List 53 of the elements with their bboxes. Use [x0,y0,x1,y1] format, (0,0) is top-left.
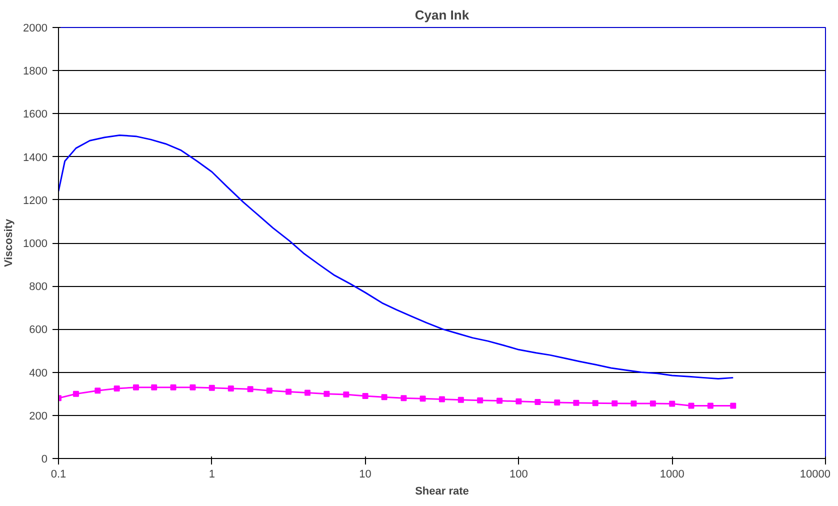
x-tick-label: 0.1 [50,468,66,480]
point [132,384,139,390]
chart-title: Cyan Ink [414,8,470,22]
y-tick-label: 1800 [23,66,48,78]
point [438,396,445,402]
point [362,393,368,400]
point [669,400,676,407]
point [458,396,464,403]
point [573,400,580,406]
point [400,395,407,402]
point [688,402,694,409]
point [324,390,330,397]
x-tick-label: 100 [510,468,528,480]
y-tick-label: 400 [29,367,48,380]
point [247,386,254,392]
point [612,400,618,406]
point [151,384,158,390]
point [381,394,388,400]
point [190,384,196,390]
y-tick-label: 600 [29,324,48,336]
x-axis-title: Shear rate [415,486,469,498]
point [304,390,311,396]
point [114,385,120,392]
y-tick-label: 800 [29,281,48,294]
x-tick-label: 10000 [800,468,831,480]
y-tick-label: 0 [41,454,48,466]
point [496,398,503,404]
point [516,398,522,404]
point [94,388,101,394]
point [554,399,560,406]
point [343,391,350,398]
point [286,388,292,395]
point [228,385,234,392]
point [420,396,426,402]
x-tick-label: 1000 [660,468,684,480]
point [534,399,541,406]
x-tick-label: 10 [359,468,372,480]
point [592,400,598,406]
y-tick-label: 200 [29,410,48,422]
y-tick-label: 1600 [23,108,48,121]
y-tick-label: 2000 [23,22,48,34]
point [630,400,637,407]
x-tick-label: 1 [208,468,215,480]
point [477,397,484,404]
point [707,402,714,409]
y-axis-title: Viscosity [3,218,16,268]
y-tick-label: 1000 [23,238,48,250]
y-tick-label: 1200 [23,194,48,207]
point [650,400,656,407]
y-tick-label: 1400 [23,152,48,164]
point [266,388,272,394]
point [208,384,215,391]
point [170,384,176,390]
